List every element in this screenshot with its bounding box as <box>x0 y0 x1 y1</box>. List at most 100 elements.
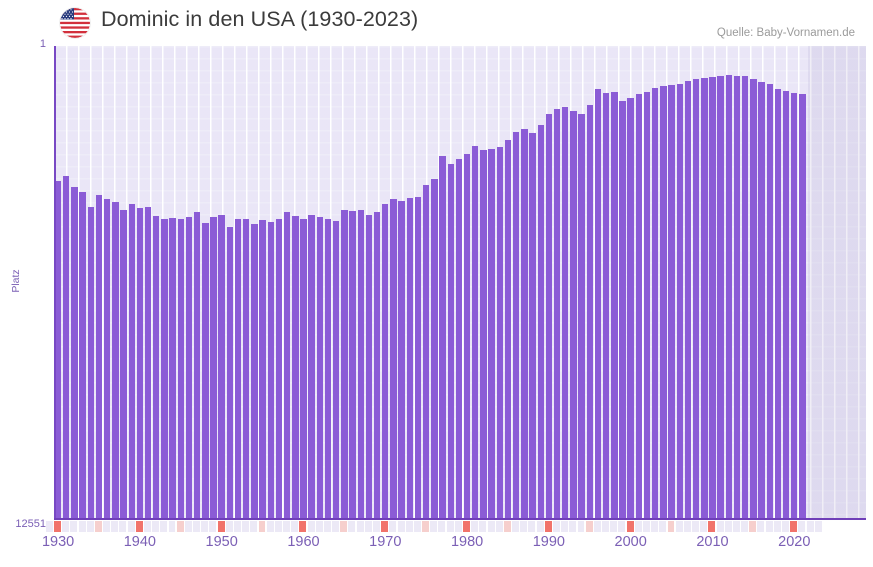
bar[interactable] <box>373 212 381 519</box>
bar[interactable] <box>668 85 675 519</box>
bar[interactable] <box>349 211 356 519</box>
bar[interactable] <box>251 224 258 519</box>
bar[interactable] <box>774 89 782 519</box>
bar[interactable] <box>300 219 307 519</box>
bar[interactable] <box>692 79 700 519</box>
bar[interactable] <box>652 88 659 519</box>
bar[interactable] <box>218 215 225 519</box>
bar[interactable] <box>643 92 651 519</box>
bar[interactable] <box>365 215 373 519</box>
x-axis-tick-label: 1990 <box>532 534 566 550</box>
x-tick-mark <box>143 521 151 532</box>
bar[interactable] <box>602 93 610 519</box>
bar[interactable] <box>799 94 806 519</box>
bar[interactable] <box>431 179 438 519</box>
bar[interactable] <box>512 132 520 519</box>
bar[interactable] <box>390 199 397 519</box>
bar[interactable] <box>112 202 119 519</box>
x-tick-mark <box>225 521 233 532</box>
bar[interactable] <box>521 129 528 519</box>
bar[interactable] <box>177 219 184 519</box>
bar[interactable] <box>144 207 152 519</box>
bar[interactable] <box>63 176 70 519</box>
bar[interactable] <box>742 76 749 519</box>
bar[interactable] <box>406 198 414 519</box>
bar[interactable] <box>54 181 62 519</box>
bar[interactable] <box>733 76 741 519</box>
x-tick-mark <box>438 521 446 532</box>
bar[interactable] <box>529 133 536 519</box>
bar[interactable] <box>71 187 78 519</box>
bar[interactable] <box>480 150 487 519</box>
bar[interactable] <box>79 192 86 519</box>
bar[interactable] <box>275 219 283 519</box>
bar[interactable] <box>504 140 512 519</box>
bar[interactable] <box>717 76 724 519</box>
bar[interactable] <box>594 89 602 519</box>
bar[interactable] <box>95 195 103 519</box>
bar[interactable] <box>87 207 94 519</box>
bar[interactable] <box>292 216 299 519</box>
bar[interactable] <box>120 210 127 519</box>
bar[interactable] <box>611 92 618 519</box>
bar[interactable] <box>750 79 757 519</box>
bar[interactable] <box>316 217 324 519</box>
bar[interactable] <box>701 78 708 519</box>
bar[interactable] <box>283 212 291 519</box>
bar[interactable] <box>725 75 733 519</box>
bar[interactable] <box>545 114 553 519</box>
x-tick-mark <box>201 521 209 532</box>
bar[interactable] <box>627 98 634 519</box>
bar[interactable] <box>758 82 765 519</box>
bar[interactable] <box>619 101 626 519</box>
bar[interactable] <box>439 156 446 519</box>
bar[interactable] <box>185 217 193 519</box>
bar[interactable] <box>357 210 364 519</box>
bar[interactable] <box>660 86 667 519</box>
bar[interactable] <box>496 147 503 519</box>
bar[interactable] <box>259 220 266 519</box>
bar[interactable] <box>791 93 798 519</box>
bar[interactable] <box>169 218 176 519</box>
bar[interactable] <box>537 125 544 519</box>
bar[interactable] <box>570 111 577 519</box>
bar[interactable] <box>333 221 340 519</box>
bar[interactable] <box>447 164 454 519</box>
bar[interactable] <box>455 159 463 519</box>
bar[interactable] <box>193 212 201 519</box>
bar[interactable] <box>578 114 585 519</box>
bar[interactable] <box>153 216 160 519</box>
bar[interactable] <box>766 84 773 519</box>
x-tick-mark <box>373 521 380 532</box>
bar[interactable] <box>341 210 348 519</box>
x-tick-mark <box>454 521 462 532</box>
bar[interactable] <box>243 219 250 519</box>
bar[interactable] <box>488 149 495 519</box>
bar[interactable] <box>210 217 217 519</box>
bar[interactable] <box>414 197 422 519</box>
bar[interactable] <box>553 109 561 519</box>
bar[interactable] <box>226 227 234 519</box>
bar[interactable] <box>586 105 593 519</box>
bar[interactable] <box>382 204 389 519</box>
bar[interactable] <box>635 94 643 519</box>
x-tick-mark <box>62 521 70 532</box>
bar[interactable] <box>324 219 332 519</box>
bar[interactable] <box>676 84 683 519</box>
bar[interactable] <box>202 223 209 519</box>
bar[interactable] <box>422 185 430 519</box>
bar[interactable] <box>161 219 168 519</box>
bar[interactable] <box>463 154 471 519</box>
bar[interactable] <box>782 91 790 519</box>
bar[interactable] <box>709 77 716 519</box>
bar[interactable] <box>472 146 479 519</box>
bar[interactable] <box>562 107 569 519</box>
bar[interactable] <box>234 219 242 519</box>
bar[interactable] <box>308 215 315 519</box>
bar[interactable] <box>128 204 135 519</box>
bar[interactable] <box>103 199 111 519</box>
bar[interactable] <box>398 201 405 519</box>
bar[interactable] <box>684 81 692 519</box>
bar[interactable] <box>267 222 274 519</box>
bar[interactable] <box>136 208 144 519</box>
